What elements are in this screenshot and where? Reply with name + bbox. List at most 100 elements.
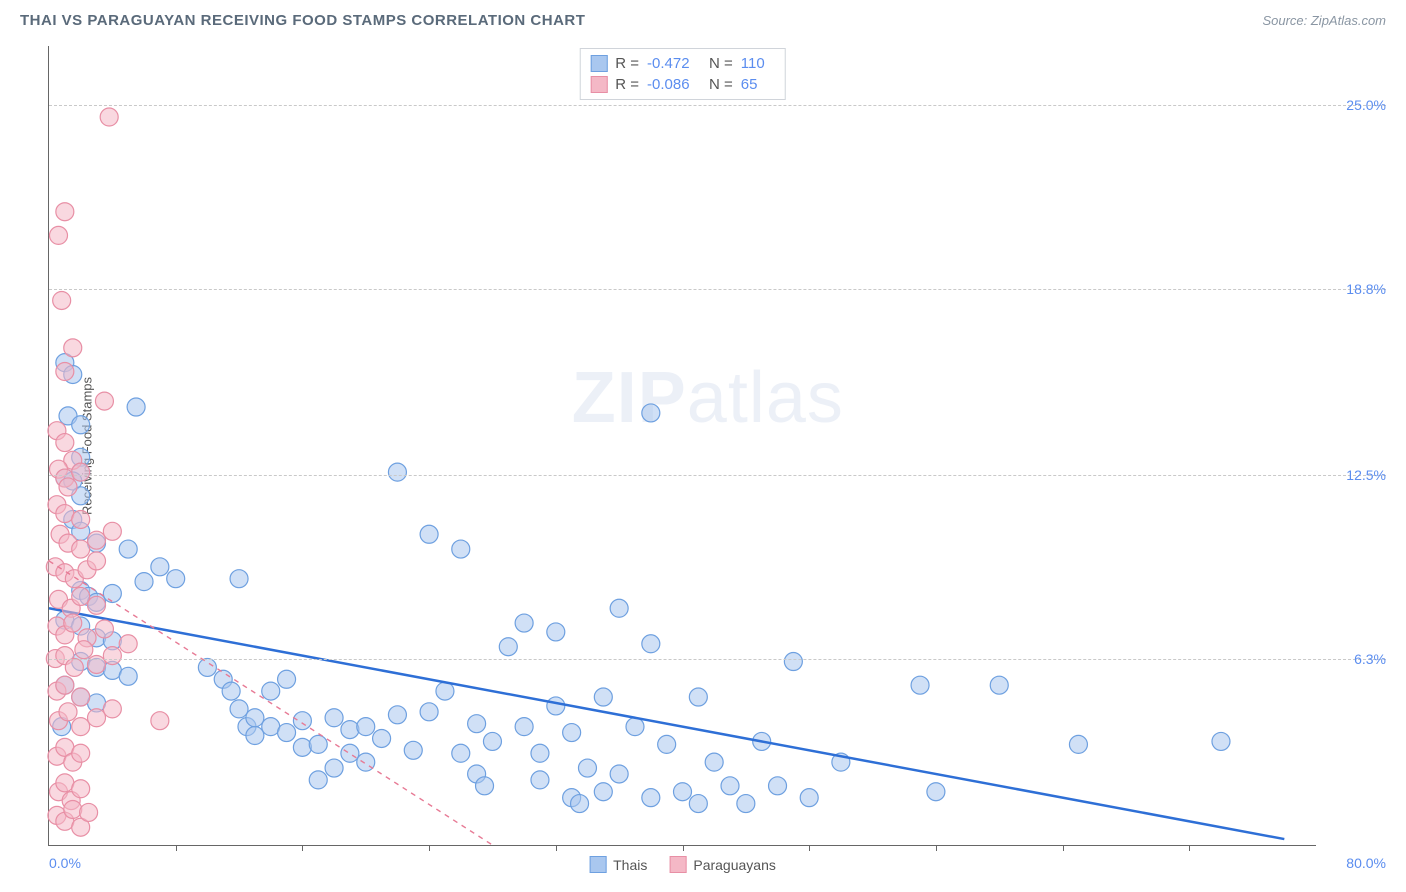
data-point: [468, 715, 486, 733]
data-point: [610, 599, 628, 617]
data-point: [626, 718, 644, 736]
data-point: [689, 688, 707, 706]
legend-swatch: [589, 856, 606, 873]
data-point: [404, 741, 422, 759]
data-point: [119, 635, 137, 653]
data-point: [56, 203, 74, 221]
data-point: [72, 780, 90, 798]
data-point: [75, 641, 93, 659]
data-point: [800, 789, 818, 807]
stats-swatch: [590, 76, 607, 93]
data-point: [436, 682, 454, 700]
data-point: [1069, 735, 1087, 753]
data-point: [420, 703, 438, 721]
data-point: [151, 558, 169, 576]
data-point: [784, 653, 802, 671]
data-point: [309, 735, 327, 753]
gridline: [49, 475, 1386, 476]
x-tick: [1063, 845, 1064, 851]
data-point: [72, 463, 90, 481]
data-point: [262, 682, 280, 700]
data-point: [72, 540, 90, 558]
gridline: [49, 289, 1386, 290]
data-point: [278, 670, 296, 688]
y-tick-label: 18.8%: [1326, 281, 1386, 297]
data-point: [571, 795, 589, 813]
data-point: [72, 718, 90, 736]
data-point: [309, 771, 327, 789]
chart-header: THAI VS PARAGUAYAN RECEIVING FOOD STAMPS…: [0, 0, 1406, 37]
data-point: [230, 570, 248, 588]
data-point: [1212, 732, 1230, 750]
data-point: [420, 525, 438, 543]
data-point: [72, 744, 90, 762]
data-point: [72, 587, 90, 605]
data-point: [642, 789, 660, 807]
data-point: [222, 682, 240, 700]
chart-title: THAI VS PARAGUAYAN RECEIVING FOOD STAMPS…: [20, 12, 585, 29]
data-point: [769, 777, 787, 795]
data-point: [151, 712, 169, 730]
data-point: [911, 676, 929, 694]
x-tick: [936, 845, 937, 851]
data-point: [88, 709, 106, 727]
data-point: [594, 688, 612, 706]
stats-n-label: N =: [709, 76, 733, 93]
x-tick: [176, 845, 177, 851]
data-point: [658, 735, 676, 753]
data-point: [88, 596, 106, 614]
legend-label: Paraguayans: [693, 857, 776, 873]
data-point: [198, 658, 216, 676]
data-point: [119, 667, 137, 685]
x-tick: [809, 845, 810, 851]
plot-area: ZIPatlas R =-0.472N =110R =-0.086N =65 0…: [48, 46, 1316, 846]
data-point: [80, 803, 98, 821]
data-point: [100, 108, 118, 126]
data-point: [610, 765, 628, 783]
stats-n-label: N =: [709, 55, 733, 72]
data-point: [341, 721, 359, 739]
stats-n-value: 65: [741, 76, 775, 93]
data-point: [95, 620, 113, 638]
data-point: [56, 434, 74, 452]
scatter-svg: [49, 46, 1316, 845]
data-point: [95, 392, 113, 410]
data-point: [674, 783, 692, 801]
data-point: [103, 584, 121, 602]
data-point: [246, 709, 264, 727]
data-point: [990, 676, 1008, 694]
data-point: [547, 623, 565, 641]
legend-swatch: [669, 856, 686, 873]
stats-r-value: -0.472: [647, 55, 701, 72]
x-axis-max: 80.0%: [1346, 855, 1386, 871]
data-point: [119, 540, 137, 558]
data-point: [515, 718, 533, 736]
data-point: [452, 744, 470, 762]
data-point: [452, 540, 470, 558]
data-point: [563, 724, 581, 742]
stats-r-label: R =: [615, 55, 639, 72]
data-point: [64, 614, 82, 632]
stats-r-label: R =: [615, 76, 639, 93]
stats-box: R =-0.472N =110R =-0.086N =65: [579, 48, 786, 100]
data-point: [388, 706, 406, 724]
stats-n-value: 110: [741, 55, 775, 72]
gridline: [49, 659, 1386, 660]
data-point: [547, 697, 565, 715]
data-point: [65, 658, 83, 676]
data-point: [325, 759, 343, 777]
data-point: [59, 478, 77, 496]
data-point: [72, 510, 90, 528]
y-tick-label: 25.0%: [1326, 97, 1386, 113]
x-axis-min: 0.0%: [49, 855, 81, 871]
x-tick: [429, 845, 430, 851]
data-point: [927, 783, 945, 801]
data-point: [103, 647, 121, 665]
data-point: [721, 777, 739, 795]
chart-source: Source: ZipAtlas.com: [1262, 13, 1386, 28]
data-point: [705, 753, 723, 771]
data-point: [578, 759, 596, 777]
data-point: [88, 531, 106, 549]
data-point: [50, 226, 68, 244]
x-tick: [683, 845, 684, 851]
